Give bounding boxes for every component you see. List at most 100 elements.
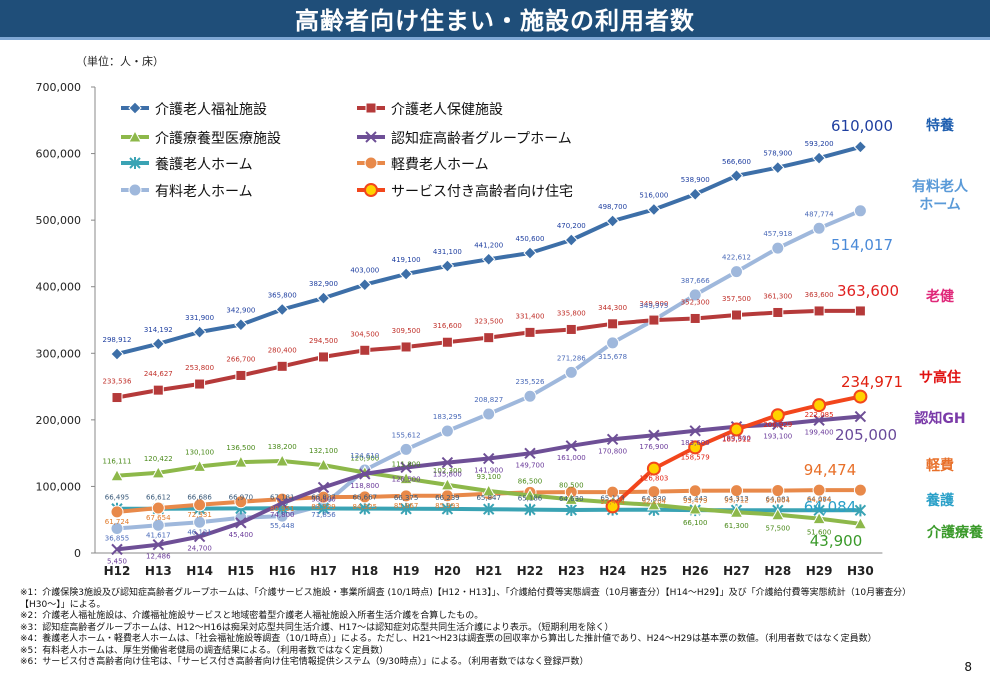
data-point: [523, 389, 537, 403]
data-label: 161,000: [557, 454, 586, 462]
data-label: 593,200: [805, 140, 834, 148]
data-label: 487,774: [805, 210, 834, 218]
x-tick-label: H20: [434, 564, 461, 578]
data-label: 64,830: [642, 495, 667, 503]
data-point: [688, 501, 703, 515]
legend-label: 軽費老人ホーム: [391, 157, 489, 173]
data-label: 235,526: [516, 378, 545, 386]
data-point: [441, 456, 454, 469]
footnote-line: ※5：有料老人ホームは、厚生労働省老健局の調査結果による。（利用者数ではなく定員…: [20, 645, 389, 656]
x-tick-label: H26: [682, 564, 709, 578]
data-point: [359, 502, 371, 515]
data-label: 280,400: [268, 346, 297, 354]
data-point: [440, 259, 455, 273]
footnote-line: 【H30～】」による。: [20, 599, 106, 610]
data-point: [854, 305, 866, 317]
side-label: 有料老人: [912, 178, 969, 195]
y-tick-label: 300,000: [36, 347, 82, 360]
data-label: 65,847: [476, 494, 501, 502]
x-tick-label: H15: [228, 564, 255, 578]
data-point: [688, 484, 702, 498]
data-label: 431,100: [433, 248, 462, 256]
data-label: 298,912: [103, 336, 132, 344]
data-label: 441,200: [474, 241, 503, 249]
data-label: 316,600: [433, 322, 462, 330]
page-title: 高齢者向け住まい・施設の利用者数: [295, 7, 695, 35]
data-point: [193, 515, 207, 529]
data-label: 349,900: [639, 300, 668, 308]
data-point: [483, 332, 495, 344]
data-label: 233,536: [103, 378, 132, 386]
data-label: 93,479: [683, 497, 708, 505]
data-label: 64,081: [766, 495, 791, 503]
legend-marker: [364, 183, 378, 197]
legend-marker: [128, 129, 142, 143]
data-label: 5,450: [107, 557, 127, 565]
data-point: [275, 453, 290, 467]
data-point: [400, 502, 412, 515]
end-value-label: 363,600: [837, 282, 899, 300]
data-label: 72,331: [187, 511, 212, 519]
legend-marker: [365, 131, 377, 143]
legend-marker: [128, 101, 142, 115]
data-point: [523, 488, 537, 501]
data-point: [524, 447, 536, 460]
data-point: [729, 169, 744, 183]
data-point: [110, 521, 124, 535]
data-label: 41,617: [146, 531, 171, 539]
data-point: [316, 458, 331, 471]
legend-marker: [129, 157, 141, 169]
data-label: 185,512: [722, 436, 751, 444]
data-point: [358, 490, 372, 504]
data-label: 135,800: [433, 471, 462, 479]
side-label: 認知GH: [914, 410, 965, 427]
data-point: [648, 314, 660, 326]
data-point: [523, 246, 537, 260]
data-point: [151, 501, 165, 515]
data-label: 85,867: [394, 502, 419, 510]
data-point: [646, 461, 661, 476]
legend-label: サービス付き高齢者向け住宅: [391, 183, 573, 200]
data-label: 183,600: [681, 439, 710, 447]
data-point: [151, 465, 166, 479]
data-label: 91,474: [600, 498, 625, 506]
data-label: 342,900: [226, 307, 255, 315]
data-label: 170,800: [598, 447, 627, 455]
legend-label: 有料老人ホーム: [155, 184, 253, 200]
data-point: [192, 459, 207, 472]
data-label: 61,724: [105, 518, 130, 526]
data-label: 578,900: [763, 150, 792, 158]
data-point: [772, 306, 784, 318]
data-label: 93,712: [724, 497, 749, 505]
data-label: 93,100: [476, 473, 501, 481]
data-point: [317, 490, 330, 504]
data-point: [730, 484, 743, 498]
end-value-label: 234,971: [841, 373, 903, 391]
side-label: 軽費: [926, 457, 954, 474]
data-label: 357,500: [722, 295, 751, 303]
footnotes: ※1：介護保険3施設及び認知症高齢者グループホームは、「介護サービス施設・事業所…: [20, 588, 960, 669]
data-point: [853, 516, 868, 530]
data-label: 208,827: [474, 396, 503, 404]
y-tick-label: 500,000: [36, 214, 82, 227]
data-point: [317, 502, 330, 515]
data-point: [399, 471, 413, 485]
data-point: [853, 483, 867, 497]
data-label: 141,900: [474, 467, 503, 475]
data-label: 132,100: [309, 447, 338, 455]
data-point: [729, 505, 744, 518]
data-point: [688, 440, 703, 455]
data-label: 294,500: [309, 337, 338, 345]
y-tick-label: 600,000: [36, 148, 82, 161]
data-label: 12,486: [146, 553, 171, 561]
data-point: [482, 407, 496, 421]
data-label: 183,295: [433, 413, 462, 421]
unit-label: （単位：人・床）: [76, 55, 164, 68]
data-point: [440, 477, 455, 491]
data-label: 403,000: [350, 267, 379, 275]
data-label: 66,686: [187, 494, 212, 502]
footnote-line: ※4：養護老人ホーム・軽費老人ホームは、「社会福祉施設等調査（10/1時点）」に…: [20, 634, 877, 644]
data-point: [771, 484, 785, 498]
data-point: [647, 202, 661, 217]
data-point: [813, 414, 825, 426]
